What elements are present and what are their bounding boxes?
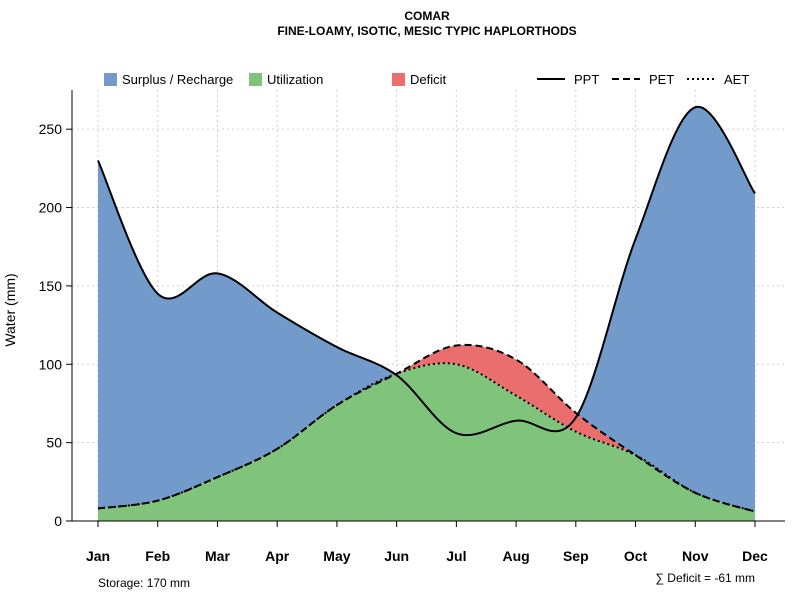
- y-tick-label: 200: [39, 200, 63, 216]
- x-tick-label: Mar: [205, 548, 230, 564]
- x-tick-label: Jun: [384, 548, 409, 564]
- x-tick-label: May: [323, 548, 350, 564]
- legend-swatch-surplus: [104, 73, 117, 86]
- y-tick-label: 150: [39, 278, 63, 294]
- surplus-area: [98, 160, 395, 509]
- legend-label-pet: PET: [649, 72, 674, 87]
- legend-label-ppt: PPT: [574, 72, 599, 87]
- series-line-pet: [97, 343, 756, 513]
- legend-label-surplus: Surplus / Recharge: [122, 72, 233, 87]
- x-tick-label: Apr: [265, 548, 290, 564]
- area-fills: [98, 106, 755, 521]
- series-line-ppt: [97, 105, 756, 437]
- storage-note: Storage: 170 mm: [98, 576, 190, 590]
- legend-label-deficit: Deficit: [410, 72, 447, 87]
- y-tick-label: 0: [54, 513, 62, 529]
- legend-label-aet: AET: [724, 72, 749, 87]
- utilization-area: [98, 363, 755, 521]
- y-tick-label: 50: [46, 435, 62, 451]
- x-tick-label: Jul: [446, 548, 466, 564]
- deficit-note: ∑ Deficit = -61 mm: [655, 571, 755, 585]
- series-line-aet: [97, 362, 756, 513]
- chart-title: COMAR: [404, 9, 450, 23]
- axes: 0 50 100 150 200 250 Jan Feb Mar Apr May Jun Jul Aug S…: [39, 90, 785, 564]
- legend-swatch-utilization: [249, 73, 262, 86]
- x-tick-label: Nov: [682, 548, 709, 564]
- y-axis-label: Water (mm): [2, 273, 18, 346]
- chart-subtitle: FINE-LOAMY, ISOTIC, MESIC TYPIC HAPLORTH…: [277, 24, 576, 38]
- legend-label-utilization: Utilization: [267, 72, 323, 87]
- x-tick-label: Sep: [563, 548, 589, 564]
- y-tick-label: 250: [39, 121, 63, 137]
- legend: Surplus / Recharge Utilization Deficit P…: [104, 72, 749, 87]
- x-tick-label: Jan: [86, 548, 110, 564]
- x-tick-label: Aug: [502, 548, 529, 564]
- deficit-area: [399, 344, 634, 454]
- legend-swatch-deficit: [392, 73, 405, 86]
- surplus-area: [578, 106, 755, 512]
- y-tick-label: 100: [39, 356, 63, 372]
- x-tick-label: Dec: [742, 548, 768, 564]
- x-tick-label: Feb: [145, 548, 170, 564]
- x-tick-label: Oct: [624, 548, 648, 564]
- series-lines: [97, 105, 756, 513]
